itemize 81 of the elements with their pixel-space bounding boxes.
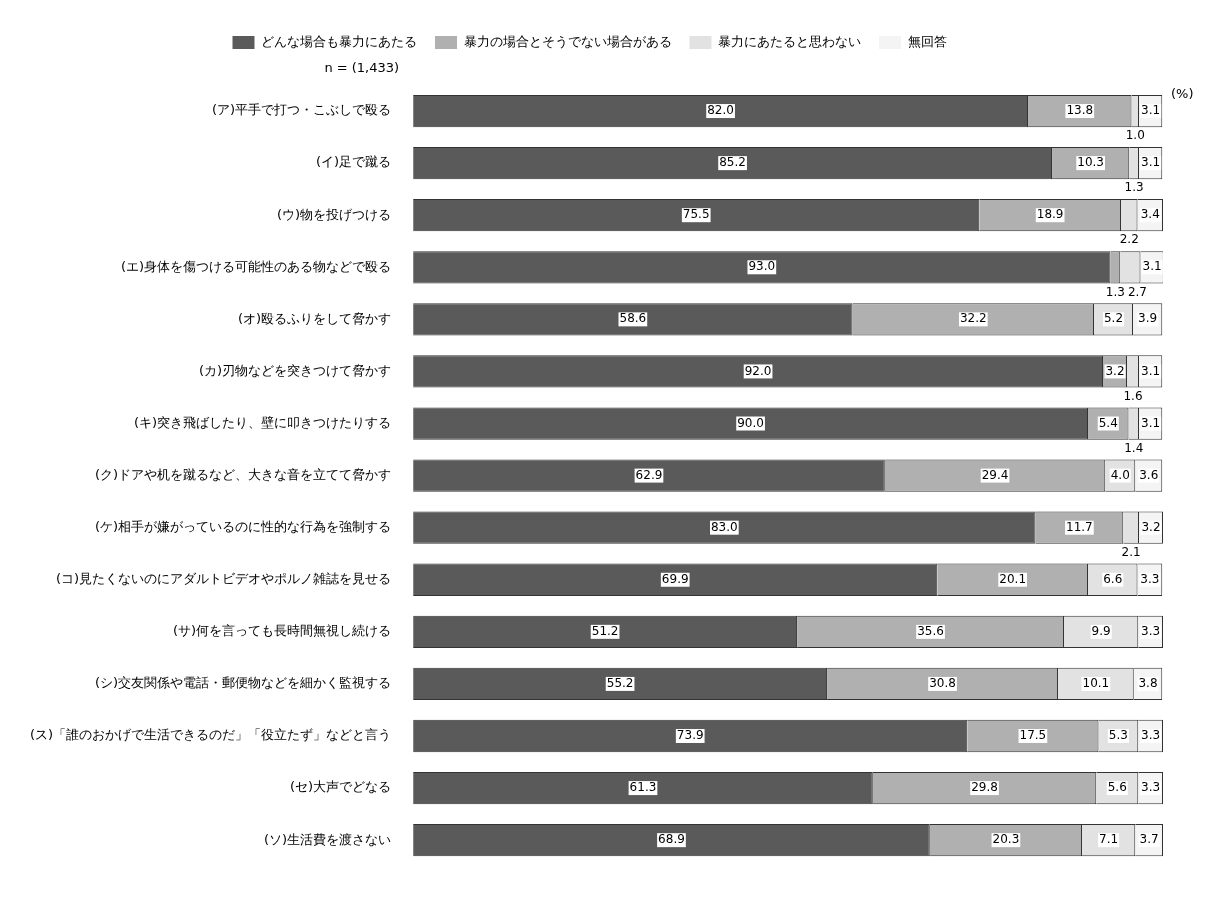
data-label: 55.2 (606, 676, 634, 691)
legend-label: どんな場合も暴力にあたる (261, 33, 417, 49)
data-label: 1.3 (1105, 284, 1125, 299)
data-label: 6.6 (1103, 571, 1123, 586)
data-label: 3.3 (1141, 623, 1161, 638)
data-label: 35.6 (917, 623, 944, 638)
y-tick-label: (サ)何を言っても長時間無視し続ける (172, 623, 392, 639)
data-label: 92.0 (744, 363, 772, 378)
data-label: 4.0 (1110, 467, 1130, 482)
data-label: 29.8 (971, 780, 998, 795)
data-label: 10.3 (1077, 155, 1104, 170)
data-label: 5.6 (1107, 780, 1127, 795)
data-label: 3.4 (1140, 207, 1160, 222)
data-label: 3.1 (1141, 103, 1161, 118)
y-tick-label: (ウ)物を投げつける (276, 206, 392, 222)
text: (%) (1171, 86, 1194, 102)
y-tick-label: (ク)ドアや机を蹴るなど、大きな音を立てて脅かす (94, 466, 392, 482)
data-label: 82.0 (707, 103, 734, 118)
data-label: 2.2 (1119, 232, 1139, 247)
data-label: 32.2 (959, 311, 987, 326)
y-tick-label: (ケ)相手が嫌がっているのに性的な行為を強制する (94, 519, 392, 535)
data-label: 3.1 (1141, 363, 1161, 378)
y-tick-label: (エ)身体を傷つける可能性のある物などで殴る (120, 258, 392, 274)
data-label: 20.1 (999, 571, 1027, 586)
data-label: 3.2 (1141, 519, 1161, 534)
y-tick-label: (コ)見たくないのにアダルトビデオやポルノ雑誌を見せる (55, 571, 392, 587)
data-label: 3.3 (1140, 571, 1160, 586)
data-label: 9.9 (1091, 623, 1111, 638)
data-label: 10.1 (1082, 676, 1110, 691)
data-label: 85.2 (719, 155, 746, 170)
data-label: 5.4 (1098, 415, 1118, 430)
data-label: 3.1 (1141, 415, 1161, 430)
data-label: 58.6 (619, 311, 647, 326)
data-label: 11.7 (1066, 519, 1093, 534)
data-label: 17.5 (1019, 728, 1047, 743)
data-label: 90.0 (737, 415, 764, 430)
y-tick-label: (ア)平手で打つ・こぶしで殴る (211, 102, 392, 118)
y-tick-label: (オ)殴るふりをして脅かす (237, 310, 392, 326)
data-label: 51.2 (591, 623, 619, 638)
data-label: 61.3 (629, 780, 657, 795)
legend-label: 暴力の場合とそうでない場合がある (463, 33, 672, 49)
data-label: 20.3 (992, 832, 1020, 847)
data-label: 1.0 (1125, 128, 1145, 143)
y-tick-label: (セ)大声でどなる (289, 779, 392, 795)
data-label: 5.3 (1108, 728, 1128, 743)
data-label: 73.9 (676, 728, 704, 743)
data-label: 18.9 (1036, 207, 1064, 222)
y-tick-label: (ス)「誰のおかげで生活できるのだ」「役立たず」などと言う (29, 727, 392, 743)
data-label: 3.1 (1141, 155, 1161, 170)
data-label: 3.1 (1142, 259, 1162, 274)
data-label: 29.4 (981, 467, 1009, 482)
data-label: 2.7 (1127, 284, 1148, 299)
y-tick-label: (キ)突き飛ばしたり、壁に叩きつけたりする (133, 414, 392, 430)
data-label: 1.6 (1123, 388, 1143, 403)
legend-label: 暴力にあたると思わない (718, 33, 861, 49)
data-label: 3.9 (1138, 311, 1158, 326)
data-label: 1.4 (1124, 440, 1144, 455)
data-label: 30.8 (929, 676, 956, 691)
data-label: 3.3 (1141, 728, 1161, 743)
data-label: 3.7 (1139, 832, 1159, 847)
data-label: 75.5 (682, 207, 710, 222)
data-label: 3.8 (1138, 676, 1158, 691)
data-label: 83.0 (710, 519, 738, 534)
y-tick-label: (イ)足で蹴る (315, 154, 392, 170)
data-label: 69.9 (661, 571, 689, 586)
data-label: 7.1 (1099, 832, 1119, 847)
data-label: 3.3 (1141, 780, 1161, 795)
text: n = (1,433) (324, 60, 400, 76)
y-tick-label: (シ)交友関係や電話・郵便物などを細かく監視する (94, 675, 392, 691)
data-label: 93.0 (748, 259, 776, 274)
data-label: 3.2 (1105, 363, 1125, 378)
legend-label: 無回答 (907, 33, 947, 49)
y-tick-label: (カ)刃物などを突きつけて脅かす (198, 362, 392, 378)
data-label: 2.1 (1121, 544, 1141, 559)
data-label: 13.8 (1066, 103, 1094, 118)
data-label: 68.9 (658, 832, 685, 847)
y-tick-label: (ソ)生活費を渡さない (263, 831, 392, 847)
data-label: 1.3 (1124, 180, 1144, 195)
data-label: 5.2 (1103, 311, 1124, 326)
data-label: 62.9 (635, 467, 663, 482)
data-label: 3.6 (1139, 467, 1159, 482)
